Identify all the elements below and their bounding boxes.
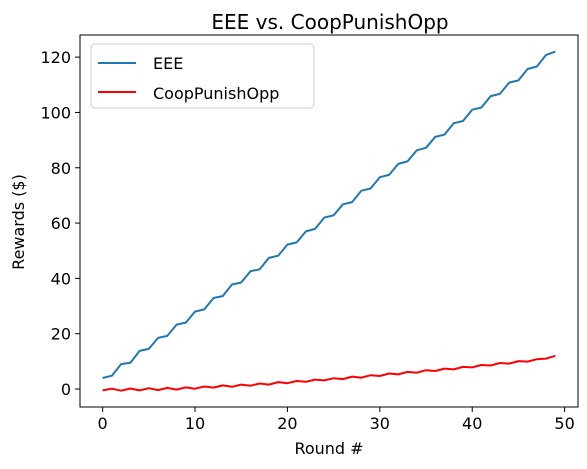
y-axis-label: Rewards ($) <box>9 174 28 270</box>
legend: EEE CoopPunishOpp <box>90 43 315 109</box>
y-tick-label: 40 <box>51 269 71 288</box>
x-axis: 0 10 20 30 40 50 <box>98 407 575 433</box>
y-tick-label: 0 <box>61 380 71 399</box>
plot-area <box>102 50 556 392</box>
chart-title: EEE vs. CoopPunishOpp <box>211 10 448 34</box>
x-tick-label: 40 <box>462 414 482 433</box>
legend-label-eee: EEE <box>153 54 183 73</box>
x-tick-label: 50 <box>554 414 574 433</box>
x-tick-label: 30 <box>370 414 390 433</box>
y-tick-label: 100 <box>40 103 71 122</box>
y-tick-label: 80 <box>51 159 71 178</box>
x-tick-label: 0 <box>98 414 108 433</box>
series-line-cooppunishopp <box>102 354 556 392</box>
y-axis: 0 20 40 60 80 100 120 <box>40 48 80 399</box>
x-tick-label: 20 <box>277 414 297 433</box>
series-line-eee <box>102 50 556 379</box>
y-tick-label: 60 <box>51 214 71 233</box>
x-tick-label: 10 <box>185 414 205 433</box>
legend-box <box>90 43 315 109</box>
legend-label-cooppunishopp: CoopPunishOpp <box>153 84 279 103</box>
plot-frame <box>79 34 579 408</box>
x-axis-label: Round # <box>294 439 363 458</box>
y-tick-label: 120 <box>40 48 71 67</box>
y-tick-label: 20 <box>51 325 71 344</box>
